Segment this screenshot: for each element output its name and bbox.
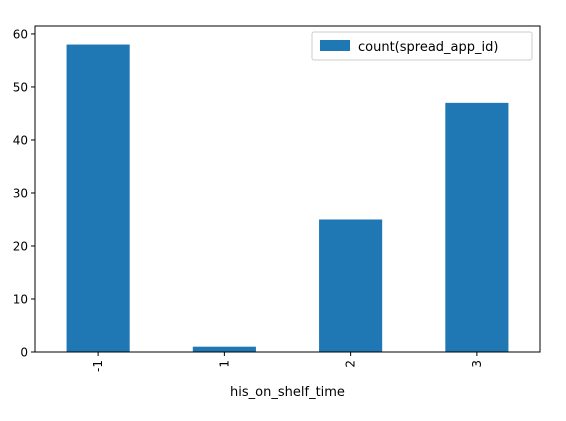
- bar-series: [67, 45, 509, 352]
- y-tick-label: 0: [20, 346, 28, 360]
- legend-swatch: [320, 40, 350, 51]
- y-axis: 0 10 20 30 40 50 60: [13, 27, 35, 359]
- legend: count(spread_app_id): [312, 32, 532, 60]
- x-axis: -1 1 2 3: [91, 352, 484, 372]
- bar-1: [193, 347, 256, 352]
- x-tick-label: 3: [470, 360, 484, 368]
- bar-2: [319, 219, 382, 352]
- x-axis-label: his_on_shelf_time: [230, 385, 345, 400]
- x-tick-label: 2: [344, 360, 358, 368]
- y-tick-label: 60: [13, 27, 28, 41]
- y-tick-label: 50: [13, 80, 28, 94]
- bar-3: [445, 103, 508, 352]
- y-tick-label: 20: [13, 239, 28, 253]
- y-tick-label: 30: [13, 186, 28, 200]
- x-tick-label: 1: [217, 360, 231, 368]
- y-tick-label: 10: [13, 292, 28, 306]
- bar--1: [67, 45, 130, 352]
- x-tick-label: -1: [91, 360, 105, 372]
- y-tick-label: 40: [13, 133, 28, 147]
- legend-label: count(spread_app_id): [358, 40, 498, 55]
